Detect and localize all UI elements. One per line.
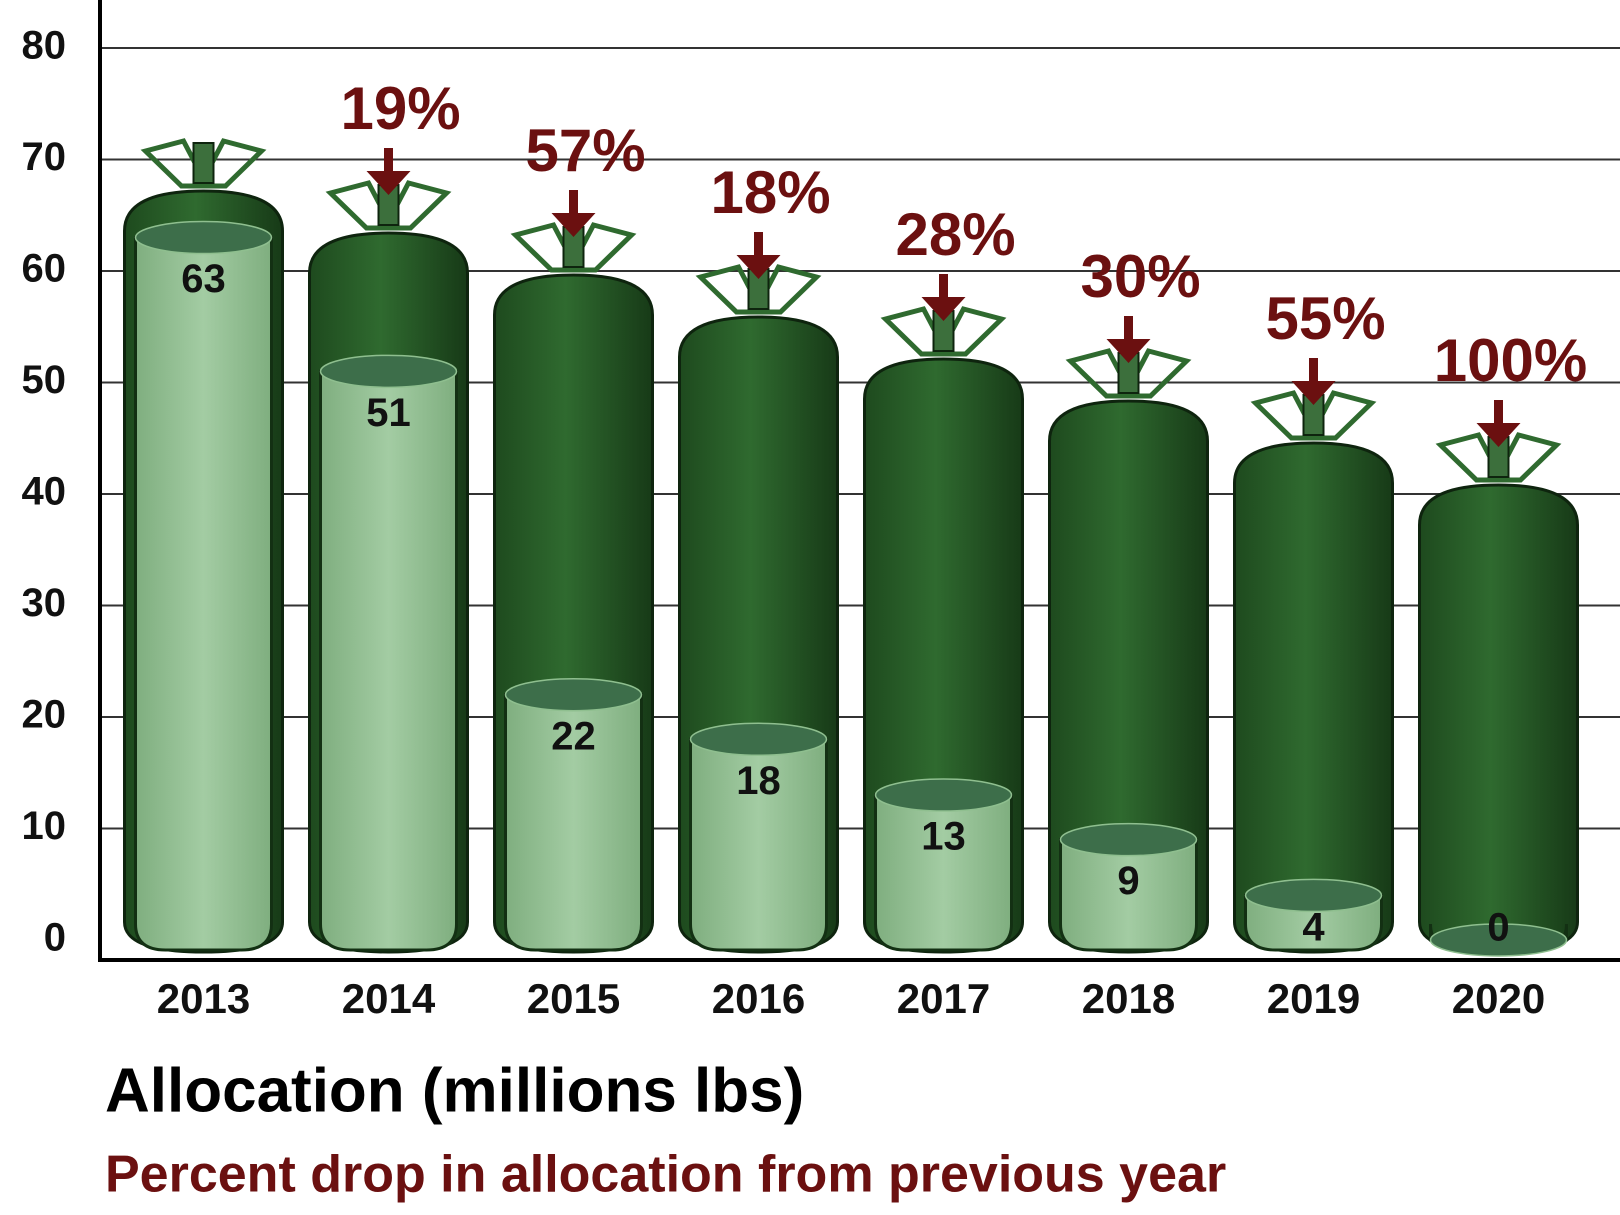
bar-top [689,722,828,757]
data-label: 18 [736,759,781,803]
tank-valve [510,222,637,273]
percent-drop-label: 100% [1434,327,1587,394]
x-tick-label: 2017 [897,975,990,1022]
y-tick-label: 0 [44,916,66,960]
legend-percent-drop: Percent drop in allocation from previous… [105,1146,1226,1204]
arrow-head [1291,381,1336,405]
data-label: 22 [551,714,596,758]
x-tick-label: 2015 [527,975,620,1022]
percent-drop-label: 19% [340,75,460,142]
x-tick-label: 2014 [342,975,436,1022]
x-tick-label: 2019 [1267,975,1360,1022]
bar-top [504,677,643,712]
bar-top [134,220,273,255]
data-label: 51 [366,391,411,435]
bar-top [1059,822,1198,857]
y-tick-label: 60 [22,247,67,291]
percent-drop-label: 57% [525,117,645,184]
bar [134,236,273,952]
tank [1233,441,1394,954]
y-tick-label: 80 [22,24,67,68]
tank-valve [1435,432,1562,483]
arrow-head [921,297,966,321]
tank-valve [695,264,822,315]
tank-valve [880,306,1007,357]
bar [504,693,643,952]
arrow-head [1106,339,1151,363]
percent-drop-label: 18% [710,159,830,226]
tank [1418,483,1579,954]
percent-drop-label: 30% [1080,243,1200,310]
bar [689,737,828,952]
data-label: 4 [1302,906,1325,950]
y-tick-label: 20 [22,693,67,737]
x-tick-label: 2016 [712,975,805,1022]
front-layer: 2013 63 2014 51 19% 2015 22 57% 2016 18 18% 2017 13 2… [134,75,1587,1022]
tank-valve [1065,348,1192,399]
bar-top [874,778,1013,812]
y-tick-label: 70 [22,135,67,179]
arrow-head [736,255,781,279]
legend-allocation: Allocation (millions lbs) [105,1056,804,1125]
bar [874,793,1013,952]
y-tick-label: 40 [22,470,67,514]
bar-top [319,354,458,389]
data-label: 9 [1117,859,1139,903]
tank-valve [1250,390,1377,441]
x-tick-label: 2018 [1082,975,1175,1022]
arrow-head [1476,423,1521,447]
bar-top [1429,923,1568,957]
x-tick-label: 2020 [1452,975,1545,1022]
tank-valve [325,180,452,231]
data-label: 63 [181,257,226,301]
y-tick-label: 30 [22,581,67,625]
tank-neck [192,142,215,184]
percent-drop-label: 55% [1265,285,1385,352]
y-tick-label: 10 [22,804,67,848]
bar [319,369,458,952]
data-label: 0 [1487,906,1509,950]
arrow-head [551,213,596,237]
x-tick-label: 2013 [157,975,250,1022]
bar [1059,838,1198,952]
data-label: 13 [921,815,966,859]
percent-drop-label: 28% [895,201,1015,268]
y-tick-label: 50 [22,358,67,402]
tank-valve [140,138,267,189]
arrow-head [366,171,411,195]
bar-top [1244,878,1383,913]
